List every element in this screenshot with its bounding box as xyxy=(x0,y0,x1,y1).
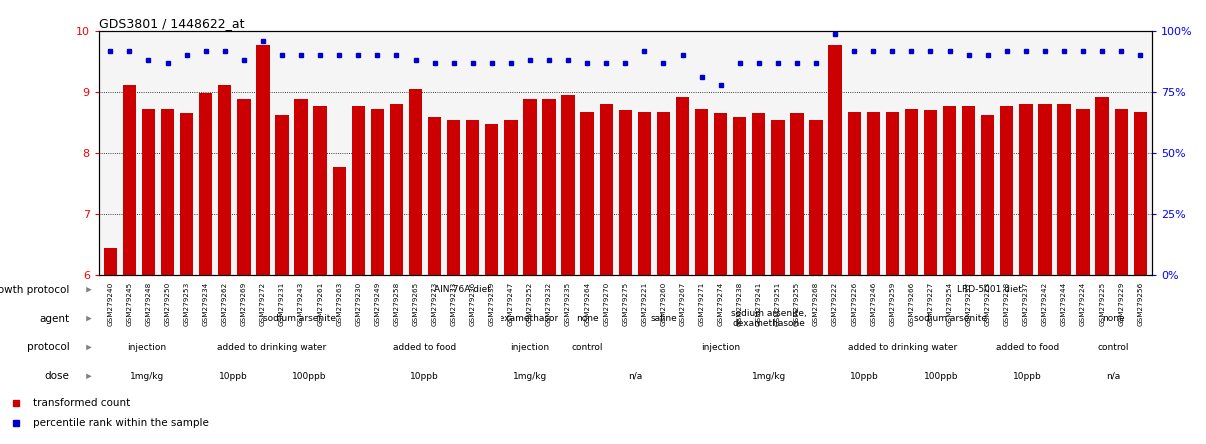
Bar xyxy=(753,114,766,275)
Bar xyxy=(1058,104,1071,275)
Text: control: control xyxy=(572,343,603,352)
Text: growth protocol: growth protocol xyxy=(0,285,70,295)
Text: 100ppb: 100ppb xyxy=(292,372,327,381)
Bar xyxy=(1038,104,1052,275)
Bar xyxy=(638,112,651,275)
Text: 100ppb: 100ppb xyxy=(924,372,959,381)
Bar xyxy=(885,112,898,275)
Bar xyxy=(733,117,747,275)
Bar xyxy=(790,114,803,275)
Text: sodium arsenite,
dexamethasone: sodium arsenite, dexamethasone xyxy=(731,309,807,328)
Text: added to drinking water: added to drinking water xyxy=(217,343,326,352)
Text: 10ppb: 10ppb xyxy=(218,372,247,381)
Text: dose: dose xyxy=(45,371,70,381)
Text: 10ppb: 10ppb xyxy=(850,372,879,381)
Bar xyxy=(809,119,822,275)
Bar xyxy=(1114,109,1128,275)
Bar xyxy=(695,109,708,275)
Bar xyxy=(160,109,174,275)
Text: n/a: n/a xyxy=(628,372,642,381)
Text: injection: injection xyxy=(510,343,549,352)
Bar xyxy=(180,114,193,275)
Bar xyxy=(829,44,842,275)
Bar xyxy=(123,85,136,275)
Text: none: none xyxy=(1102,314,1125,323)
Text: sodium arsenite: sodium arsenite xyxy=(914,314,988,323)
Bar xyxy=(580,112,593,275)
Bar xyxy=(867,112,880,275)
Text: 1mg/kg: 1mg/kg xyxy=(129,372,164,381)
Text: sodium arsenite: sodium arsenite xyxy=(263,314,336,323)
Bar xyxy=(238,99,251,275)
Text: 1mg/kg: 1mg/kg xyxy=(751,372,786,381)
Text: saline: saline xyxy=(650,314,677,323)
Bar xyxy=(104,248,117,275)
Text: GDS3801 / 1448622_at: GDS3801 / 1448622_at xyxy=(99,17,245,30)
Text: added to food: added to food xyxy=(996,343,1059,352)
Bar xyxy=(256,44,270,275)
Bar xyxy=(466,119,480,275)
Text: dexamethasone: dexamethasone xyxy=(493,314,566,323)
Bar xyxy=(924,111,937,275)
Bar xyxy=(943,106,956,275)
Bar xyxy=(199,93,212,275)
Bar xyxy=(314,106,327,275)
Bar xyxy=(1000,106,1013,275)
Bar xyxy=(275,115,288,275)
Bar xyxy=(390,104,403,275)
Text: 10ppb: 10ppb xyxy=(1013,372,1042,381)
Bar xyxy=(428,117,441,275)
Text: control: control xyxy=(1097,343,1129,352)
Bar xyxy=(352,106,365,275)
Text: added to drinking water: added to drinking water xyxy=(848,343,958,352)
Text: 1mg/kg: 1mg/kg xyxy=(513,372,546,381)
Text: protocol: protocol xyxy=(27,342,70,353)
Bar xyxy=(1095,97,1108,275)
Text: n/a: n/a xyxy=(1106,372,1120,381)
Text: 10ppb: 10ppb xyxy=(410,372,439,381)
Text: AIN-76A diet: AIN-76A diet xyxy=(434,285,491,294)
Text: added to food: added to food xyxy=(393,343,456,352)
Bar xyxy=(980,115,995,275)
Bar xyxy=(543,99,556,275)
Bar xyxy=(675,97,689,275)
Bar xyxy=(218,85,232,275)
Text: injection: injection xyxy=(702,343,740,352)
Text: transformed count: transformed count xyxy=(34,398,130,408)
Text: percentile rank within the sample: percentile rank within the sample xyxy=(34,418,209,428)
Text: none: none xyxy=(575,314,598,323)
Bar xyxy=(714,114,727,275)
Bar xyxy=(771,119,785,275)
Bar xyxy=(504,119,517,275)
Bar xyxy=(409,89,422,275)
Bar xyxy=(523,99,537,275)
Bar xyxy=(333,166,346,275)
Text: injection: injection xyxy=(127,343,166,352)
Bar xyxy=(447,119,461,275)
Bar xyxy=(294,99,308,275)
Bar xyxy=(1019,104,1032,275)
Bar xyxy=(904,109,918,275)
Bar xyxy=(962,106,976,275)
Bar xyxy=(848,112,861,275)
Bar xyxy=(1134,112,1147,275)
Bar xyxy=(562,95,575,275)
Bar xyxy=(619,111,632,275)
Bar xyxy=(370,109,384,275)
Text: agent: agent xyxy=(40,313,70,324)
Bar xyxy=(599,104,613,275)
Text: LRD-5001 diet: LRD-5001 diet xyxy=(956,285,1021,294)
Bar xyxy=(485,124,498,275)
Bar xyxy=(1077,109,1090,275)
Bar xyxy=(142,109,156,275)
Bar xyxy=(657,112,671,275)
